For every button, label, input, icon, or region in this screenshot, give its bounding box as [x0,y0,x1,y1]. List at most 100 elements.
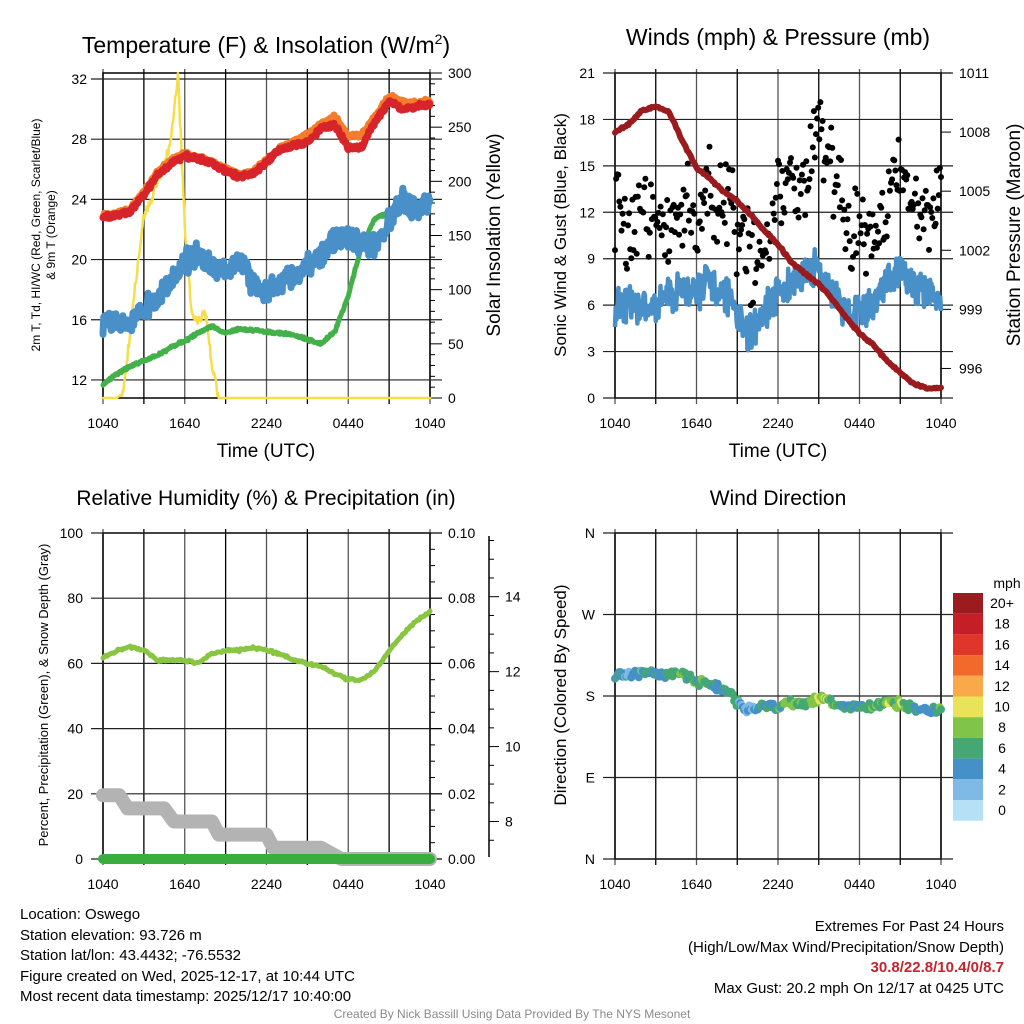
x-tick-label: 1040 [414,415,445,431]
y-tick-label-right: 100 [448,282,472,298]
gust-point [813,131,819,138]
gust-point [919,195,926,202]
gust-point [927,204,934,211]
gust-point [684,160,691,167]
y-tick-label-left: 20 [67,786,83,802]
gust-point [784,176,791,183]
gust-point [626,210,633,217]
direction-point [728,690,737,699]
gust-point [875,228,881,235]
gust-point [891,157,898,164]
gust-point [677,211,684,218]
gust-point [814,115,821,122]
chart-title: Relative Humidity (%) & Precipitation (i… [76,487,455,510]
gust-point [662,252,668,259]
y-tick-label-right: 0.06 [448,655,475,671]
gust-point [846,238,853,245]
series-relative-humidity [100,608,433,684]
gust-point [928,209,935,215]
y-axis-label-right: Solar Insolation (Yellow) [484,133,505,336]
gust-point [791,185,798,192]
y-tick-label: W [582,607,596,623]
gust-point [872,222,879,229]
y-axis-label-left: 2m T, Td, HI/WC (Red, Green, Scarlet/Blu… [29,119,43,352]
y-tick-label-left: 16 [71,312,87,328]
gust-point [855,240,862,247]
legend-title: mph [993,575,1020,591]
gust-point [723,241,730,248]
gust-point [810,108,817,115]
gust-point [681,227,688,234]
gust-point [836,204,843,211]
y-axis-label-left-2: & 9m T (Orange) [44,190,58,280]
gust-point [845,202,852,209]
gust-point [935,192,942,199]
x-tick-label: 0440 [844,876,875,892]
gust-point [763,249,769,256]
y-tick-label-left: 100 [60,525,84,541]
gust-point [685,217,692,224]
gust-point [700,195,706,201]
gust-point [696,218,703,225]
location-text: Location: Oswego [20,906,141,923]
gust-point [854,190,861,197]
gust-point [743,268,750,275]
snow-tick-label: 10 [505,739,521,755]
credit-text: Created By Nick Bassill Using Data Provi… [333,1007,691,1021]
gust-point [844,216,851,223]
x-tick-label: 1040 [599,876,630,892]
y-tick-label-right: 0.00 [448,851,475,867]
x-tick-label: 1040 [87,415,118,431]
y-tick-label-left: 18 [579,111,595,127]
gust-point [739,222,746,229]
y-tick-label-right: 150 [448,228,472,244]
gust-point [793,164,800,171]
x-tick-label: 2240 [251,415,282,431]
gust-point [851,233,858,240]
legend-label: 0 [998,802,1006,818]
gust-point [922,187,929,194]
gust-point [869,211,876,218]
gust-point [625,222,631,229]
gust-point [770,210,777,217]
y-tick-label: S [586,688,595,704]
legend-swatch [953,717,983,738]
gust-point [930,195,937,202]
gust-point [831,189,838,196]
gust-point [737,231,743,238]
gust-point [797,191,804,197]
gust-point [914,223,921,230]
y-tick-label-left: 32 [71,71,87,87]
y-tick-label-left: 28 [71,131,87,147]
gust-point [657,203,664,210]
gust-point [911,190,918,197]
legend-swatch [953,634,983,656]
y-tick-label-right: 50 [448,336,464,352]
gust-point [916,235,923,242]
gust-point [830,213,837,220]
title-end: ) [442,32,450,58]
x-tick-label: 1040 [414,876,445,892]
snow-tick-label: 14 [505,589,521,605]
legend-swatch [953,593,983,614]
extremes-values: 30.8/22.8/10.4/0/8.7 [870,959,1004,976]
max-gust-text: Max Gust: 20.2 mph On 12/17 at 0425 UTC [713,979,1004,997]
x-axis-label: Time (UTC) [217,441,316,462]
legend-label: 12 [994,678,1010,694]
gust-point [852,185,859,192]
y-tick-label-right: 200 [448,173,472,189]
gust-point [776,161,783,168]
y-tick-label-left: 0 [75,851,83,867]
y-tick-label-right: 0.04 [448,721,475,737]
x-tick-label: 0440 [333,415,364,431]
x-tick-label: 2240 [251,876,282,892]
gust-point [805,184,812,191]
gust-point [664,197,671,203]
gust-point [873,244,880,251]
legend-swatch [953,758,983,780]
recent-timestamp-text: Most recent data timestamp: 2025/12/17 1… [20,988,352,1005]
gust-point [721,219,728,226]
gust-point [748,232,755,238]
y-tick-label: E [586,770,595,786]
